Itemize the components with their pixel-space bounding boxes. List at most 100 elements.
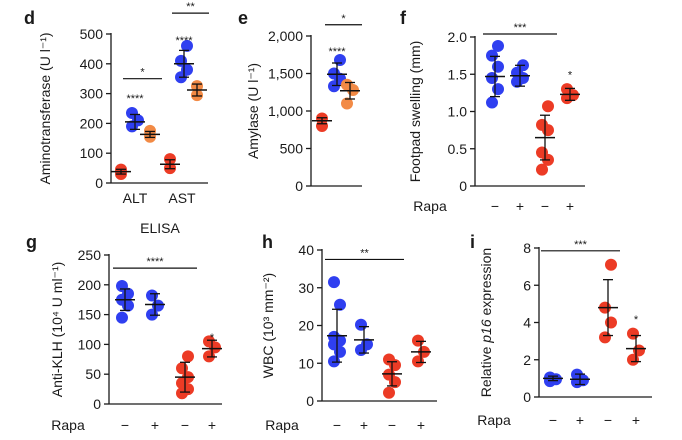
data-point <box>116 279 128 292</box>
y-tick-label: 4 <box>523 315 531 331</box>
data-point <box>383 353 395 366</box>
data-point <box>492 83 504 96</box>
group <box>626 327 646 366</box>
data-point <box>126 106 138 119</box>
rapa-sign: − <box>121 417 129 433</box>
panel-label: h <box>262 232 273 252</box>
significance-label: ** <box>186 1 195 13</box>
data-point <box>633 344 645 357</box>
y-tick-label: 1.5 <box>448 66 468 82</box>
rapa-sign: + <box>360 417 368 433</box>
group <box>570 368 590 389</box>
group <box>115 279 135 324</box>
y-tick-label: 200 <box>78 277 102 293</box>
y-tick-label: 0.5 <box>448 141 468 157</box>
panel-f: f 0 0.5 1.0 1.5 2.0 Footpad swelling (mm) Rapa −… <box>400 8 585 214</box>
y-tick-label: 0 <box>295 178 303 194</box>
group <box>312 112 332 132</box>
group <box>327 276 347 368</box>
significance-label: ** <box>360 247 369 259</box>
group <box>560 83 580 105</box>
y-tick-label: 2,000 <box>268 28 303 44</box>
y-tick-label: 150 <box>78 307 102 323</box>
data-point <box>181 39 193 52</box>
rapa-sign: − <box>549 412 557 428</box>
data-point <box>176 362 188 375</box>
data-point <box>334 298 346 311</box>
panel-d: d 0 100 200 300 400 500 Aminotransferase (U l⁻¹… <box>24 1 209 206</box>
rapa-sign: − <box>333 417 341 433</box>
group <box>111 163 131 181</box>
data-point <box>605 258 617 271</box>
rapa-sign: + <box>516 198 524 214</box>
y-tick-label: 2 <box>523 352 531 368</box>
y-tick-label: 1.0 <box>448 104 468 120</box>
data-point <box>328 330 340 343</box>
significance-label: *** <box>514 22 528 34</box>
group <box>485 39 505 109</box>
group <box>340 78 360 110</box>
x-category-label: AST <box>168 190 196 206</box>
data-point <box>116 311 128 324</box>
data-point <box>383 386 395 399</box>
group <box>175 350 195 400</box>
rapa-label: Rapa <box>51 417 85 433</box>
y-tick-label: 0 <box>459 178 467 194</box>
rapa-label: Rapa <box>477 412 511 428</box>
significance-star: * <box>210 332 215 344</box>
rapa-sign: − <box>491 198 499 214</box>
data-point <box>175 54 187 67</box>
data-point <box>599 331 611 344</box>
data-point <box>536 163 548 176</box>
y-tick-label: 2.0 <box>448 29 468 45</box>
significance-label: **** <box>146 256 164 268</box>
y-axis-label: Amylase (U l⁻¹) <box>245 63 261 159</box>
group <box>145 289 165 321</box>
y-tick-label: 500 <box>280 141 304 157</box>
rapa-sign: + <box>417 417 425 433</box>
rapa-sign: + <box>576 412 584 428</box>
y-tick-label: 300 <box>80 86 104 102</box>
rapa-sign: + <box>566 198 574 214</box>
data-point <box>536 118 548 131</box>
y-tick-label: 8 <box>523 240 531 256</box>
group <box>354 318 374 357</box>
y-tick-label: 0 <box>95 175 103 191</box>
rapa-sign: + <box>208 417 216 433</box>
y-axis-label: Footpad swelling (mm) <box>407 41 423 183</box>
group <box>598 258 618 344</box>
data-point <box>146 289 158 302</box>
data-point <box>341 78 353 91</box>
group <box>174 39 194 84</box>
group <box>535 100 555 176</box>
significance-label: * <box>341 13 346 25</box>
y-tick-label: 6 <box>523 277 531 293</box>
group <box>160 153 180 175</box>
y-tick-label: 0 <box>523 389 531 405</box>
panel-label: e <box>238 8 248 28</box>
data-point <box>182 350 194 363</box>
y-tick-label: 40 <box>298 242 314 258</box>
y-axis-label: WBC (10³ mm⁻²) <box>260 273 276 378</box>
rapa-sign: − <box>604 412 612 428</box>
x-category-label: ALT <box>123 190 148 206</box>
rapa-label: Rapa <box>413 198 447 214</box>
data-point <box>561 83 573 96</box>
significance-star: **** <box>126 93 144 105</box>
y-axis-label: Aminotransferase (U l⁻¹) <box>37 32 53 184</box>
data-point <box>544 371 556 384</box>
group <box>382 353 402 399</box>
y-axis-label: Anti-KLH (10⁴ U ml⁻¹) <box>49 262 65 398</box>
significance-star: * <box>634 314 639 326</box>
data-point <box>355 318 367 331</box>
y-tick-label: 0 <box>306 393 314 409</box>
significance-label: *** <box>574 239 588 251</box>
panel-title: ELISA <box>140 220 180 236</box>
y-label-suffix: expression <box>478 248 494 320</box>
data-point <box>605 316 617 329</box>
y-axis-label: Relative p16 expression <box>478 248 494 397</box>
data-point <box>341 97 353 110</box>
